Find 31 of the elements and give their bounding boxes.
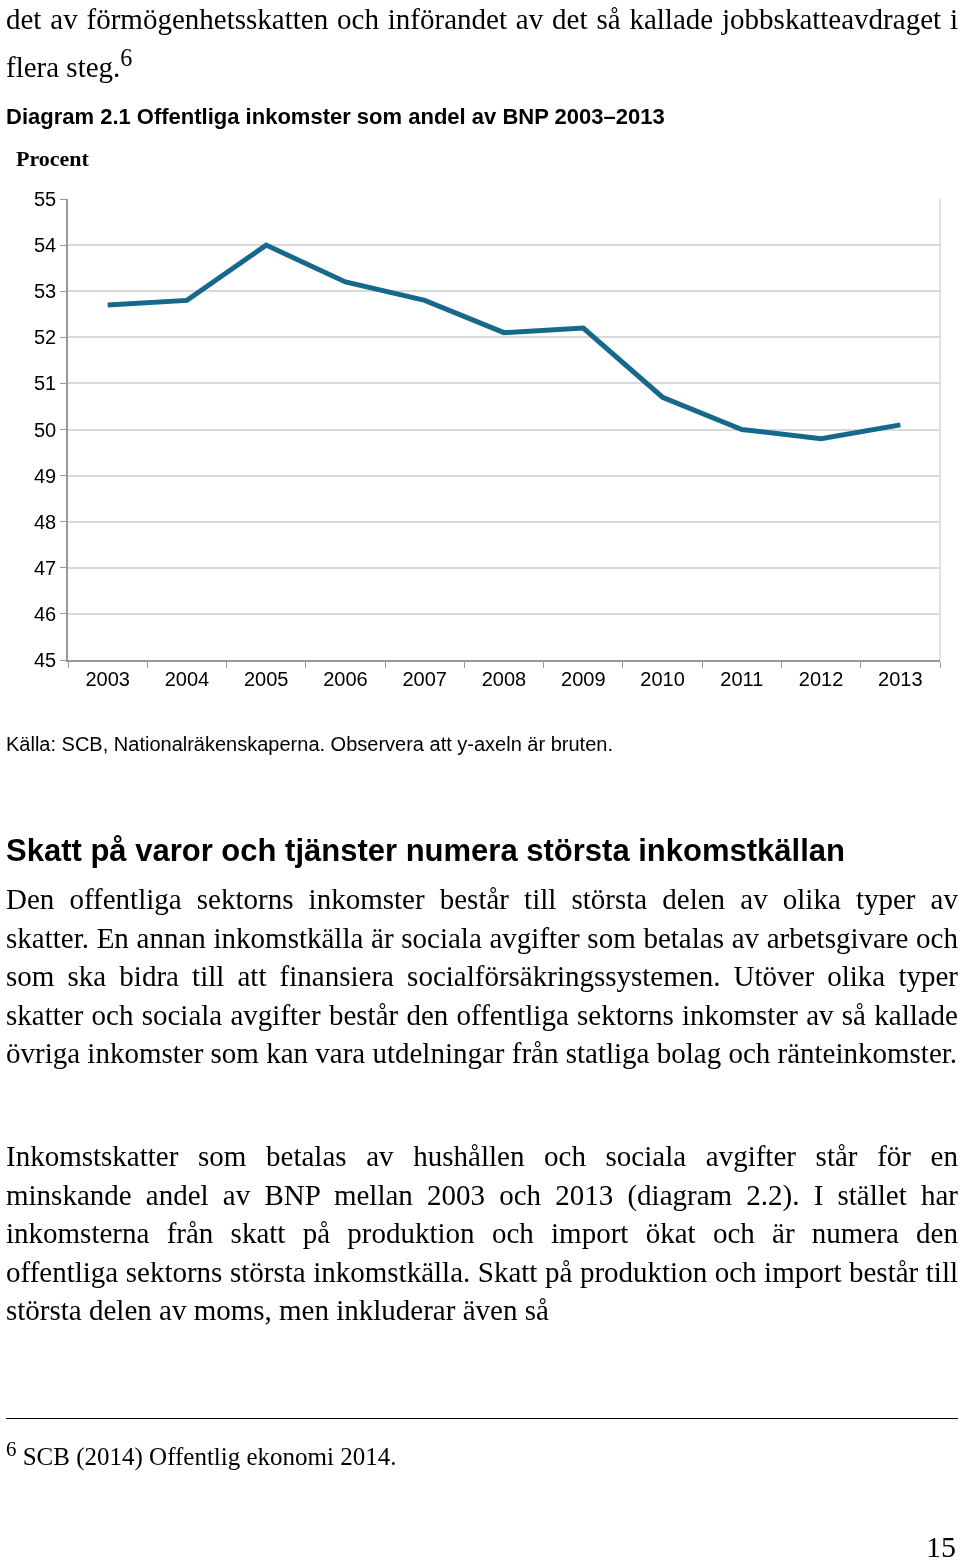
y-tick-label: 51 bbox=[34, 372, 57, 395]
x-tick-label: 2007 bbox=[402, 667, 447, 690]
y-tick-label: 55 bbox=[34, 188, 57, 210]
y-tick-label: 49 bbox=[34, 464, 57, 487]
text: det av förmögenhetsskatten och införandet av det så kallade jobbskatteavdraget i flera steg.$^{6}$ bbox=[6, 2, 958, 85]
x-tick-label: 2006 bbox=[323, 667, 368, 690]
text: Källa: SCB, Nationalräkenskaperna. Observera att y-axeln är bruten. bbox=[6, 733, 614, 756]
y-tick-label: 52 bbox=[34, 326, 57, 349]
x-tick-label: 2003 bbox=[85, 667, 130, 690]
x-tick-label: 2011 bbox=[720, 667, 764, 690]
x-tick-label: 2013 bbox=[878, 667, 923, 690]
chart-title: Diagram 2.1 Offentliga inkomster som andel av BNP 2003–2013 bbox=[6, 104, 666, 130]
x-tick-label: 2009 bbox=[561, 667, 606, 690]
x-tick-label: 2005 bbox=[243, 667, 289, 690]
y-tick-label: 47 bbox=[34, 556, 57, 579]
y-tick-label: 50 bbox=[34, 418, 57, 441]
y-tick-label: 46 bbox=[34, 602, 57, 625]
text: Den offentliga sektorns inkomster består till största delen av olika typer av skatter. En annan inkomstkälla är sociala avgifter som betalas av arbetsgivare och som ska bidra till att finansiera socialförsäkringssystemen. Utöver olika typer skatter och sociala avgifter består den offentliga sektorns inkomster av så kallade övriga inkomster som kan vara utdelningar från statliga bolag och ränteinkomster. bbox=[6, 882, 958, 1071]
text: Skatt på varor och tjänster numera största inkomstkällan bbox=[6, 833, 846, 869]
text: $^{6}$ SCB (2014) Offentlig ekonomi 2014. bbox=[6, 1437, 398, 1472]
x-tick-label: 2004 bbox=[164, 667, 210, 690]
x-tick-label: 2012 bbox=[798, 667, 844, 690]
text: 15 bbox=[925, 1530, 956, 1564]
y-tick-label: 48 bbox=[34, 510, 57, 533]
y-tick-label: 45 bbox=[34, 649, 57, 671]
y-tick-label: 54 bbox=[34, 234, 57, 257]
y-axis-title: Procent bbox=[16, 146, 90, 171]
y-tick-label: 53 bbox=[34, 280, 57, 303]
text: Inkomstskatter som betalas av hushållen och sociala avgifter står för en minskande andel av BNP mellan 2003 och 2013 (diagram 2.2). I stället har inkomsterna från skatt på produktion och import ökat och är numera den offentliga sektorns största inkomstkälla. Skatt på produktion och import består till största delen av moms, men inkluderar även så bbox=[6, 1139, 958, 1328]
x-tick-label: 2008 bbox=[481, 667, 527, 690]
x-tick-label: 2010 bbox=[640, 667, 685, 690]
